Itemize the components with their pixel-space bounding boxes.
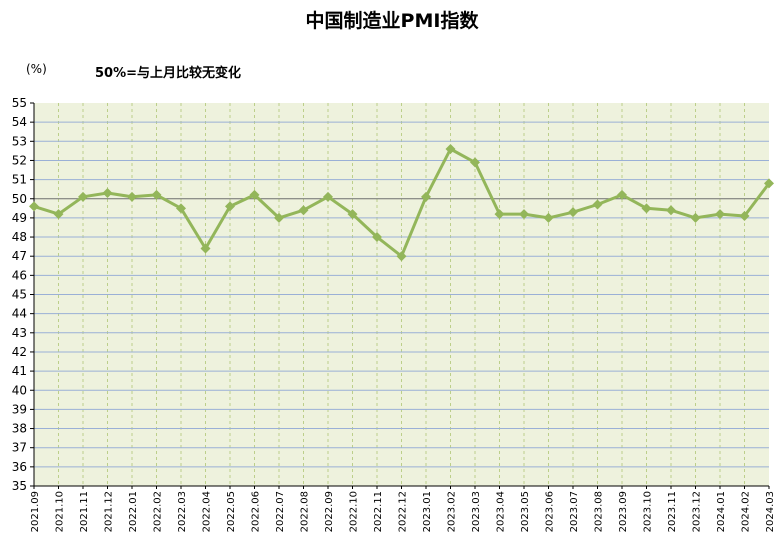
x-tick-label: 2022.06 xyxy=(251,491,262,532)
data-point-marker xyxy=(568,207,578,218)
x-tick-label: 2023.08 xyxy=(594,491,605,532)
x-tick-label: 2023.09 xyxy=(618,491,629,532)
x-tick-label: 2022.07 xyxy=(275,491,286,532)
data-point-marker xyxy=(764,178,774,189)
data-point-marker xyxy=(200,243,211,254)
chart-annotation: 50%=与上月比较无变化 xyxy=(95,66,242,81)
data-point-marker xyxy=(225,201,235,212)
data-point-marker xyxy=(715,209,725,220)
x-tick-label: 2023.07 xyxy=(569,491,580,532)
x-tick-label: 2024.02 xyxy=(741,491,752,532)
y-tick-label: 50 xyxy=(12,192,27,206)
y-tick-label: 45 xyxy=(12,288,27,302)
x-tick-label: 2021.09 xyxy=(30,491,41,532)
y-tick-label: 46 xyxy=(12,268,27,282)
y-tick-label: 35 xyxy=(12,479,27,493)
data-point-marker xyxy=(617,189,627,200)
y-tick-label: 51 xyxy=(12,173,27,187)
x-tick-label: 2022.04 xyxy=(202,491,213,532)
x-tick-label: 2023.06 xyxy=(545,491,556,532)
y-tick-label: 52 xyxy=(12,153,27,167)
x-tick-label: 2023.12 xyxy=(692,491,703,532)
x-tick-label: 2023.04 xyxy=(496,491,507,532)
data-point-marker xyxy=(249,189,260,200)
x-tick-label: 2021.12 xyxy=(104,491,115,532)
x-tick-label: 2022.11 xyxy=(373,491,384,532)
x-tick-label: 2023.11 xyxy=(667,491,678,532)
y-tick-label: 36 xyxy=(12,460,27,474)
data-point-marker xyxy=(372,232,382,243)
y-tick-label: 44 xyxy=(12,307,27,321)
x-tick-label: 2023.03 xyxy=(471,491,482,532)
y-tick-label: 38 xyxy=(12,422,27,436)
data-point-marker xyxy=(396,251,407,262)
y-tick-label: 42 xyxy=(12,345,27,359)
x-tick-label: 2024.03 xyxy=(765,491,776,532)
x-tick-label: 2022.02 xyxy=(153,491,164,532)
data-point-marker xyxy=(470,157,480,168)
chart-title: 中国制造业PMI指数 xyxy=(305,10,479,32)
data-point-marker xyxy=(666,205,676,216)
x-tick-label: 2023.10 xyxy=(643,491,654,532)
data-point-marker xyxy=(421,191,431,202)
data-point-marker xyxy=(543,212,554,223)
y-tick-label: 40 xyxy=(12,383,27,397)
x-tick-label: 2023.01 xyxy=(422,491,433,532)
data-point-marker xyxy=(739,210,750,221)
x-tick-label: 2022.01 xyxy=(128,491,139,532)
y-tick-label: 48 xyxy=(12,230,27,244)
y-tick-label: 53 xyxy=(12,134,27,148)
data-point-marker xyxy=(347,209,358,220)
y-tick-label: 43 xyxy=(12,326,27,340)
data-point-marker xyxy=(151,189,162,200)
x-tick-label: 2023.05 xyxy=(520,491,531,532)
data-point-marker xyxy=(494,209,505,220)
y-tick-label: 49 xyxy=(12,211,27,225)
data-point-marker xyxy=(298,205,309,216)
y-tick-label: 55 xyxy=(12,96,27,110)
y-tick-label: 54 xyxy=(12,115,27,129)
y-tick-label: 47 xyxy=(12,249,27,263)
data-point-marker xyxy=(592,199,603,210)
x-tick-label: 2022.12 xyxy=(398,491,409,532)
x-tick-label: 2022.03 xyxy=(177,491,188,532)
x-tick-label: 2024.01 xyxy=(716,491,727,532)
data-point-marker xyxy=(127,191,137,202)
data-point-marker xyxy=(445,143,456,154)
data-point-marker xyxy=(274,212,284,223)
data-point-marker xyxy=(641,203,652,214)
y-unit-label: (%) xyxy=(26,62,47,76)
y-tick-label: 37 xyxy=(12,441,27,455)
x-tick-label: 2021.11 xyxy=(79,491,90,532)
x-tick-label: 2022.08 xyxy=(300,491,311,532)
x-tick-label: 2022.09 xyxy=(324,491,335,532)
data-point-marker xyxy=(323,191,333,202)
y-tick-label: 41 xyxy=(12,364,27,378)
x-tick-label: 2023.02 xyxy=(447,491,458,532)
data-point-marker xyxy=(78,191,88,202)
data-point-marker xyxy=(102,188,113,199)
data-point-marker xyxy=(176,203,186,214)
data-point-marker xyxy=(29,201,39,212)
x-tick-label: 2021.10 xyxy=(55,491,66,532)
data-point-marker xyxy=(519,209,529,220)
x-tick-label: 2022.10 xyxy=(349,491,360,532)
data-point-marker xyxy=(690,212,701,223)
data-point-marker xyxy=(53,209,64,220)
x-tick-label: 2022.05 xyxy=(226,491,237,532)
y-tick-label: 39 xyxy=(12,402,27,416)
